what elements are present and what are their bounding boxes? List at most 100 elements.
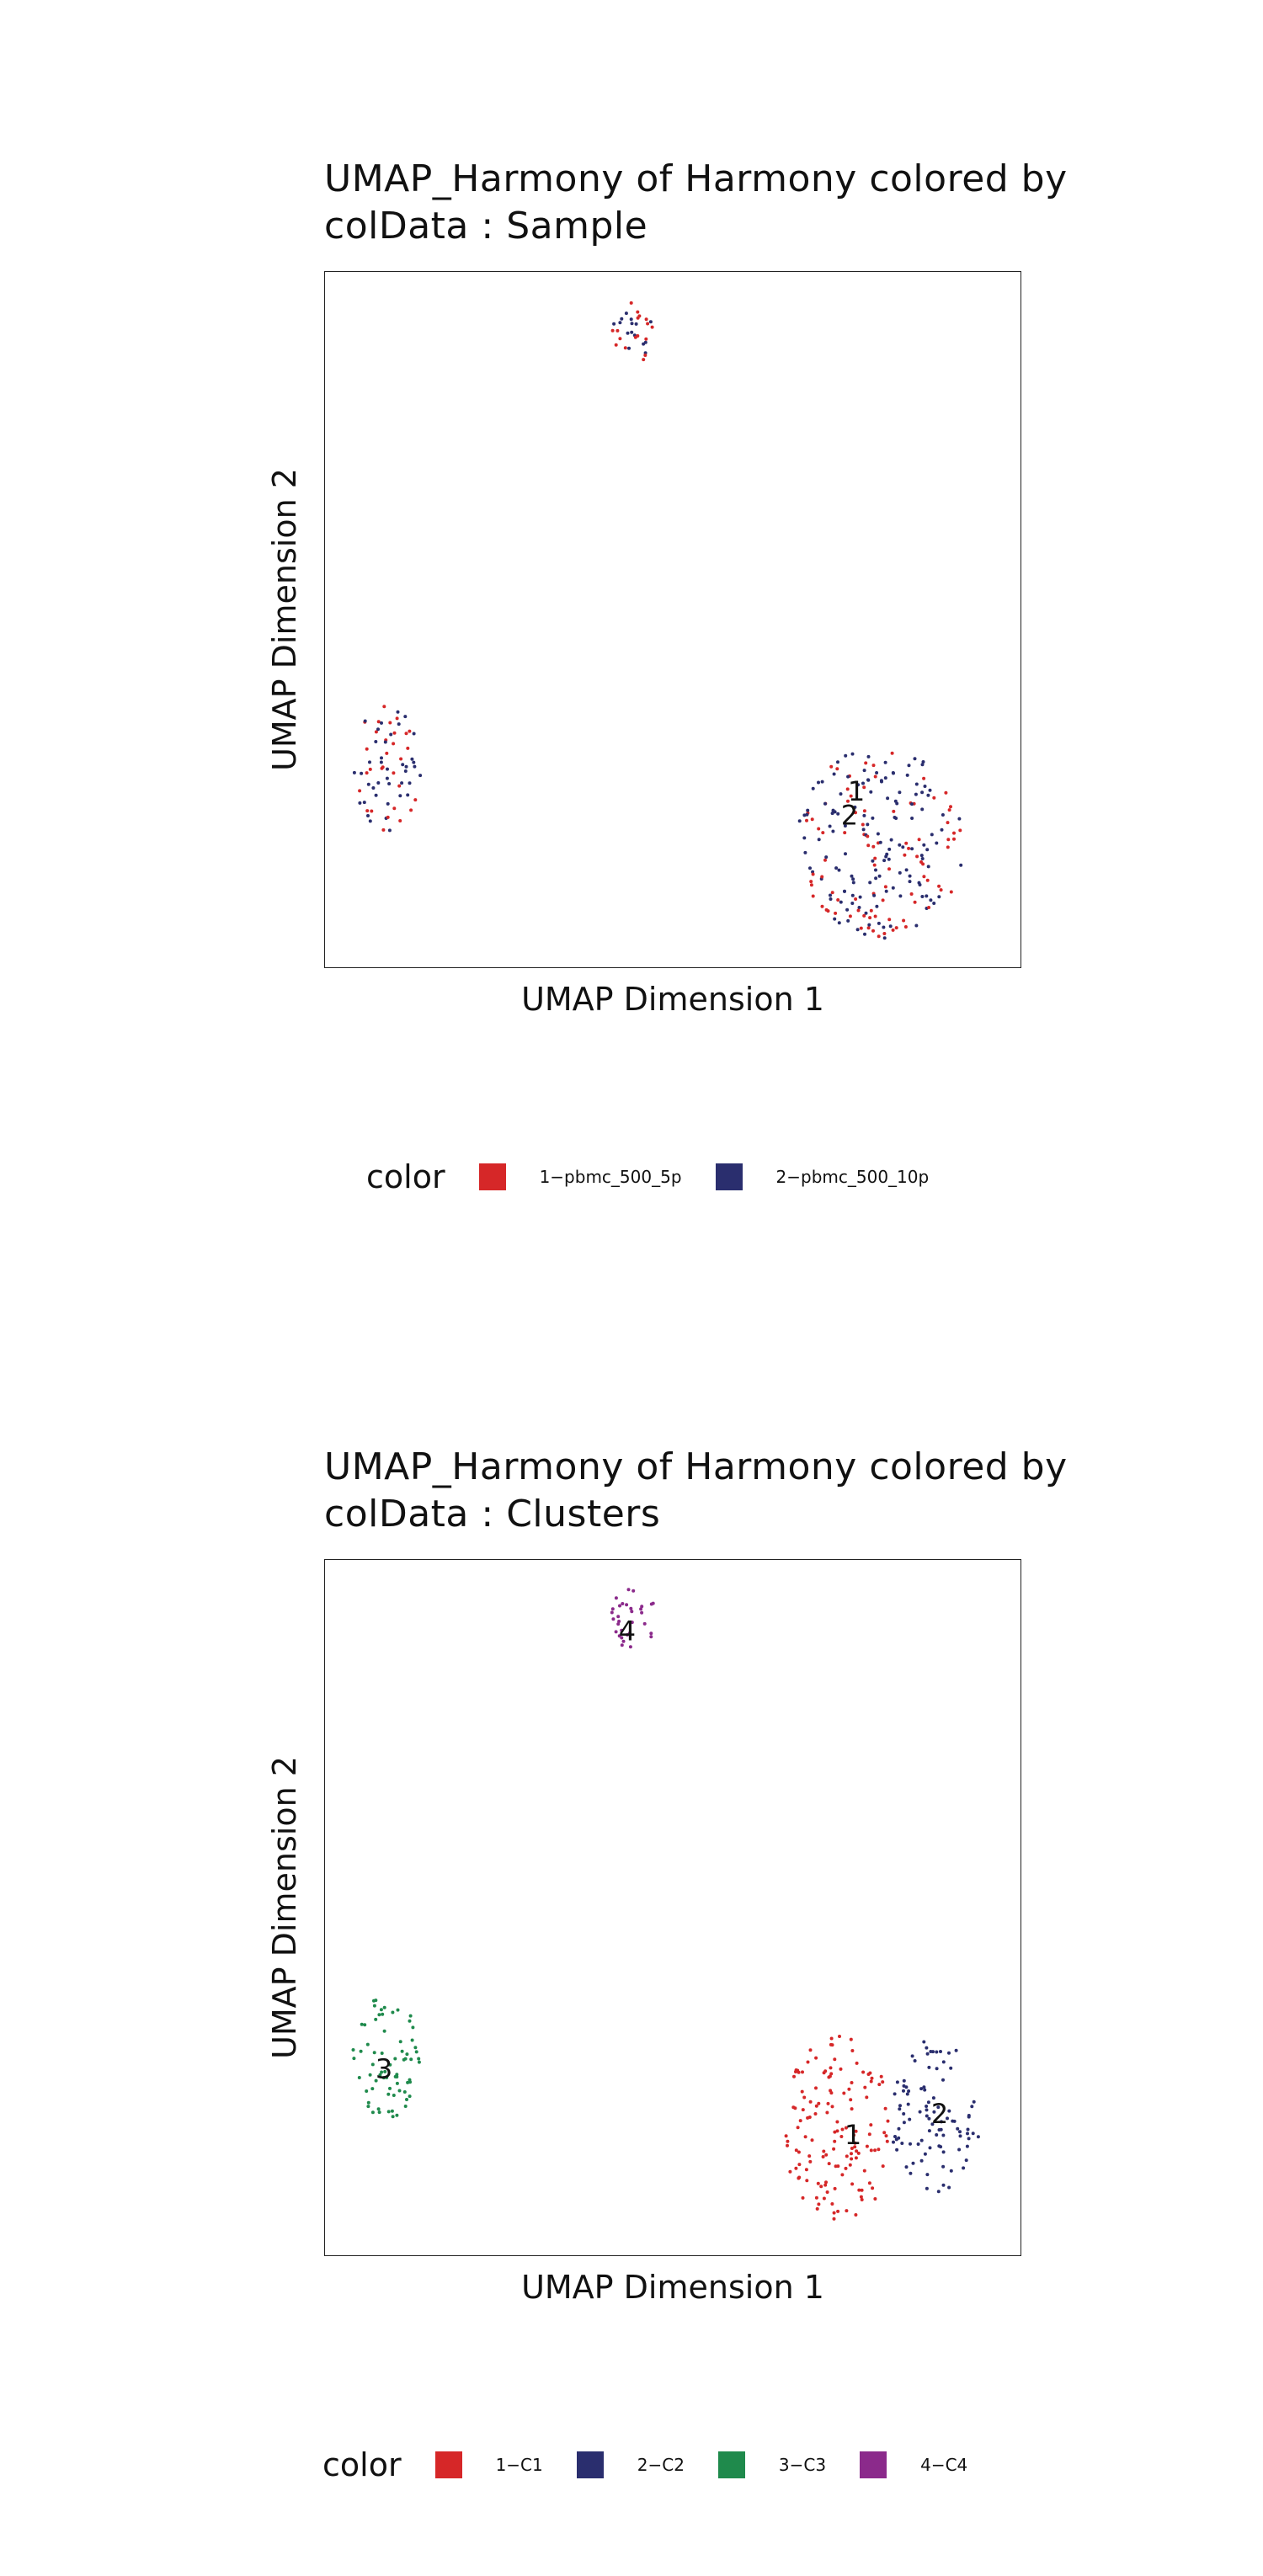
- data-point: [379, 760, 383, 764]
- data-point: [796, 2126, 800, 2130]
- data-point: [906, 2102, 910, 2106]
- data-point: [412, 760, 416, 764]
- legend-swatch: [715, 1163, 743, 1190]
- data-point: [627, 1631, 632, 1635]
- cluster-label: 2: [841, 800, 858, 832]
- data-point: [387, 782, 392, 785]
- data-point: [852, 2133, 855, 2137]
- data-point: [902, 918, 906, 923]
- data-point: [966, 2132, 969, 2136]
- data-point: [794, 2068, 798, 2072]
- data-point: [919, 2158, 924, 2163]
- data-point: [923, 2152, 927, 2156]
- cluster-label: 1: [845, 2119, 861, 2151]
- data-point: [392, 806, 397, 811]
- data-point: [610, 328, 615, 333]
- data-point: [920, 857, 925, 860]
- data-point: [385, 2075, 389, 2079]
- data-point: [902, 2084, 906, 2088]
- data-point: [810, 817, 814, 822]
- data-point: [833, 2186, 837, 2190]
- data-point: [898, 2107, 902, 2111]
- data-point: [370, 2062, 375, 2067]
- data-point: [920, 790, 925, 795]
- data-point: [805, 818, 808, 822]
- data-point: [386, 815, 390, 819]
- data-point: [826, 2101, 830, 2105]
- data-point: [855, 2149, 859, 2153]
- data-point: [829, 2072, 834, 2076]
- data-point: [908, 874, 912, 878]
- data-point: [788, 2169, 792, 2174]
- data-point: [873, 914, 877, 918]
- x-axis-label: UMAP Dimension 1: [521, 981, 824, 1018]
- data-point: [877, 2083, 882, 2087]
- data-point: [365, 2042, 370, 2046]
- data-point: [907, 2089, 911, 2093]
- data-point: [828, 824, 832, 828]
- data-point: [864, 911, 868, 915]
- data-point: [642, 342, 646, 346]
- data-point: [911, 2161, 915, 2165]
- data-point: [399, 757, 403, 761]
- data-point: [403, 715, 408, 719]
- data-point: [962, 2166, 966, 2170]
- data-point: [824, 2180, 828, 2185]
- data-point: [923, 785, 927, 788]
- data-point: [636, 334, 640, 338]
- data-point: [895, 801, 899, 806]
- data-point: [939, 888, 943, 892]
- data-point: [378, 2073, 382, 2077]
- data-point: [392, 731, 397, 735]
- data-point: [914, 923, 919, 928]
- data-point: [808, 2100, 813, 2104]
- data-point: [952, 2119, 957, 2123]
- data-point: [802, 2095, 807, 2100]
- data-point: [894, 817, 898, 820]
- data-point: [830, 2105, 834, 2109]
- data-point: [966, 2127, 970, 2132]
- data-point: [883, 776, 887, 780]
- data-point: [930, 833, 934, 837]
- data-point: [644, 317, 648, 322]
- data-point: [820, 904, 824, 908]
- data-point: [965, 2144, 969, 2148]
- data-point: [648, 320, 653, 324]
- data-point: [829, 897, 833, 901]
- data-point: [922, 2040, 926, 2044]
- data-point: [374, 740, 378, 743]
- data-point: [833, 2057, 837, 2062]
- data-point: [932, 902, 936, 905]
- data-point: [370, 2087, 375, 2091]
- data-point: [363, 719, 367, 723]
- data-point: [806, 2116, 810, 2120]
- data-point: [854, 2129, 858, 2133]
- data-point: [830, 891, 834, 895]
- data-point: [634, 322, 638, 326]
- data-point: [833, 2130, 837, 2134]
- data-point: [817, 838, 821, 842]
- legend-item: 1−pbmc_500_5p: [478, 1163, 682, 1190]
- data-point: [614, 343, 618, 347]
- data-point: [947, 808, 951, 812]
- data-point: [946, 845, 950, 849]
- legend-swatch: [478, 1163, 506, 1190]
- data-point: [925, 2186, 929, 2190]
- data-point: [388, 2086, 392, 2090]
- data-point: [885, 852, 889, 856]
- data-point: [842, 2091, 846, 2095]
- chart-title: UMAP_Harmony of Harmony colored by colDa…: [324, 156, 1166, 250]
- data-point: [936, 2105, 941, 2110]
- data-point: [970, 2105, 974, 2109]
- data-point: [805, 812, 809, 817]
- data-point: [844, 2166, 848, 2170]
- data-point: [925, 2114, 929, 2118]
- data-point: [797, 2175, 802, 2179]
- data-point: [919, 854, 924, 858]
- data-point: [786, 2139, 790, 2143]
- data-point: [814, 2056, 818, 2060]
- data-point: [927, 906, 931, 909]
- data-point: [410, 2038, 414, 2042]
- data-point: [352, 770, 356, 774]
- data-point: [380, 756, 383, 760]
